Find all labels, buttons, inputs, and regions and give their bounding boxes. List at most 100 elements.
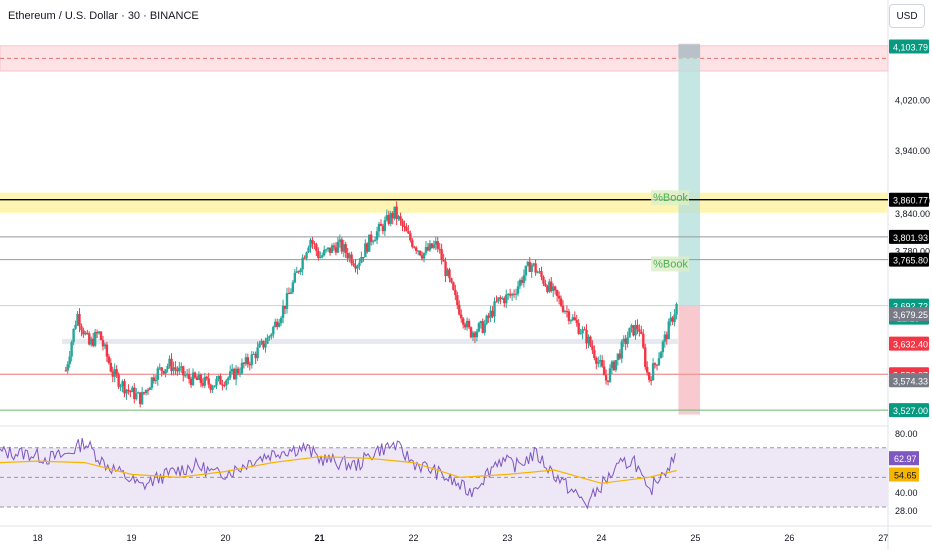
candle-body [518, 279, 522, 287]
candle-body [201, 382, 205, 386]
candle-body [436, 241, 439, 249]
candle-body [140, 392, 144, 405]
candle-body [524, 265, 528, 276]
candle-body [91, 338, 95, 346]
price-label-bg-8 [889, 373, 929, 388]
candle-body [493, 301, 496, 317]
candle-body [416, 250, 420, 252]
candle-body [407, 231, 410, 234]
annotation-label: %Book [653, 192, 688, 204]
rsi-ma-line [0, 456, 677, 484]
candle-body [366, 243, 369, 252]
candle-body [260, 340, 263, 344]
candle-body [458, 304, 461, 315]
candle-body [193, 372, 197, 378]
candle-body [338, 239, 342, 242]
candle-body [575, 320, 578, 323]
candle-body [424, 246, 428, 253]
candle-body [270, 334, 273, 337]
candle-body [477, 323, 481, 332]
candle-body [252, 353, 255, 355]
candle-body [229, 371, 232, 378]
candle-body [99, 331, 103, 341]
candle-body [463, 324, 467, 328]
candle-body [632, 325, 635, 336]
candle-body [144, 389, 148, 394]
price-tick-label: 4,020.00 [895, 95, 930, 105]
candle-body [456, 295, 459, 305]
candle-body [254, 353, 257, 359]
candle-body [328, 247, 332, 253]
candle-body [268, 336, 271, 338]
candle-body [117, 374, 120, 387]
candle-body [295, 271, 298, 273]
candle-body [387, 215, 390, 224]
candle-body [109, 362, 113, 372]
candle-body [303, 257, 306, 259]
price-label: 3,679.25 [893, 310, 928, 320]
candle-body [195, 377, 199, 381]
candle-body [105, 344, 109, 357]
candle-body [481, 321, 484, 333]
candle-body [369, 234, 373, 242]
candle-body [452, 282, 455, 290]
price-label-bg-5 [889, 307, 929, 322]
candle-body [673, 314, 676, 322]
candle-body [385, 215, 389, 221]
candle-body [583, 329, 586, 331]
candle-body [334, 247, 338, 253]
candle-body [510, 293, 514, 296]
price-tick-label: 3,780.00 [895, 247, 930, 257]
candle-body [129, 390, 132, 393]
candle-body [667, 321, 670, 340]
rsi-value-bg [889, 451, 919, 466]
candle-body [121, 381, 124, 387]
candle-body [66, 364, 69, 371]
candle-body [593, 350, 596, 359]
candle-body [375, 231, 379, 240]
candle-body [495, 301, 498, 303]
price-label-bg-2 [889, 229, 929, 244]
candle-body [489, 310, 492, 318]
candle-body [189, 379, 193, 386]
candle-body [230, 368, 234, 372]
candle-body [567, 311, 571, 322]
candle-body [131, 387, 134, 393]
candle-body [475, 331, 479, 338]
candle-body [156, 368, 159, 380]
price-label: 4,103.79 [893, 43, 928, 53]
currency-button[interactable]: USD [889, 4, 925, 28]
candle-body [174, 367, 177, 370]
candle-body [211, 387, 214, 390]
annotation-box-1 [651, 256, 690, 272]
price-label-bg-3 [889, 252, 929, 267]
candle-body [78, 314, 81, 327]
candle-body [266, 337, 269, 344]
candle-body [336, 241, 340, 253]
price-tick-label: 3,840.00 [895, 209, 930, 219]
price-label: 3,527.00 [893, 406, 928, 416]
candle-body [182, 366, 185, 376]
candle-body [262, 340, 265, 348]
candle-body [526, 261, 529, 266]
candle-body [569, 320, 573, 322]
candle-body [362, 256, 365, 258]
candle-body [185, 373, 189, 376]
candle-body [581, 329, 584, 334]
candle-body [103, 344, 107, 347]
candle-body [227, 377, 230, 381]
candle-body [538, 271, 541, 273]
candle-body [213, 385, 216, 388]
candle-body [246, 357, 250, 365]
candle-body [393, 206, 396, 219]
candle-body [432, 244, 436, 248]
candle-body [301, 257, 304, 270]
rsi-tick-label: 40.00 [895, 488, 918, 498]
candle-body [299, 269, 302, 273]
candle-body [164, 369, 167, 374]
price-label: 3,692.72 [893, 302, 928, 312]
candle-body [172, 367, 175, 372]
time-tick-label: 24 [596, 533, 606, 543]
